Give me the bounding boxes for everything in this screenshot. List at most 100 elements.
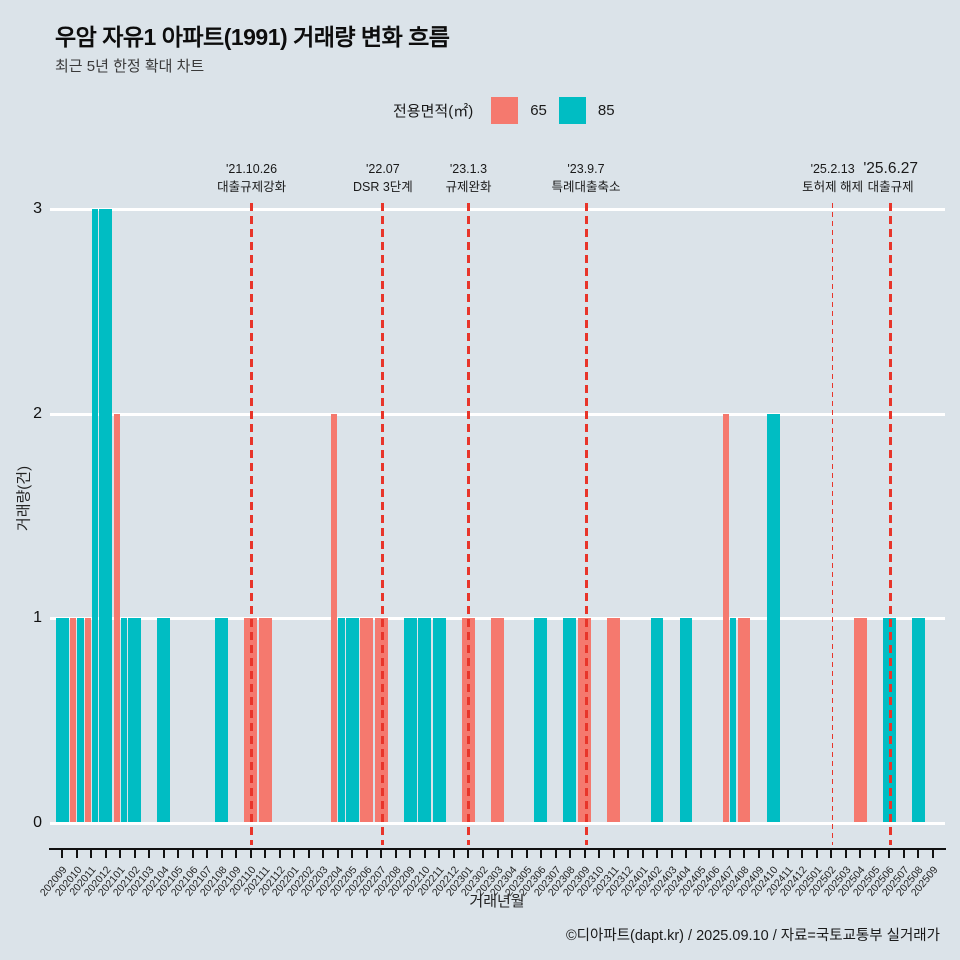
event-label: 토허제 해제 <box>802 180 864 194</box>
gridline-y2 <box>50 412 945 416</box>
bar-85-202210[interactable] <box>418 618 432 822</box>
x-tick-202311 <box>612 848 615 858</box>
legend-title: 전용면적(㎡) <box>393 102 474 120</box>
x-tick-202507 <box>902 848 905 858</box>
x-tick-202503 <box>844 848 847 858</box>
x-tick-202505 <box>873 848 876 858</box>
legend: 전용면적(㎡) 65 85 <box>393 96 615 124</box>
x-tick-202401 <box>641 848 644 858</box>
x-tick-202204 <box>336 848 339 858</box>
x-tick-202203 <box>322 848 325 858</box>
bar-65-202504[interactable] <box>853 618 867 822</box>
x-tick-202309 <box>583 848 586 858</box>
x-tick-202502 <box>830 848 833 858</box>
bar-85-202308[interactable] <box>563 618 577 822</box>
bar-85-202102[interactable] <box>128 618 142 822</box>
x-tick-202012 <box>104 848 107 858</box>
event-label: 대출규제강화 <box>217 180 287 194</box>
footer-credit: ©디아파트(dapt.kr) / 2025.09.10 / 자료=국토교통부 실… <box>565 928 940 944</box>
bar-65-202407[interactable] <box>722 413 730 822</box>
x-tick-202312 <box>627 848 630 858</box>
bar-65-202309[interactable] <box>577 618 591 822</box>
bar-65-202010[interactable] <box>70 618 77 822</box>
x-tick-202411 <box>786 848 789 858</box>
bar-65-202204[interactable] <box>331 413 338 822</box>
legend-swatch-65[interactable] <box>491 96 519 124</box>
x-tick-202009 <box>61 848 64 858</box>
event-date: '25.2.13 <box>810 162 855 176</box>
x-tick-202404 <box>685 848 688 858</box>
bar-85-202410[interactable] <box>766 413 780 822</box>
event-annotation-202502: '25.2.13 토허제 해제 <box>723 160 943 196</box>
x-tick-202509 <box>931 848 934 858</box>
x-tick-202212 <box>452 848 455 858</box>
event-line-202506 <box>889 203 893 845</box>
bar-85-202204[interactable] <box>338 618 345 822</box>
x-tick-202101 <box>119 848 122 858</box>
x-tick-202409 <box>757 848 760 858</box>
x-tick-202303 <box>496 848 499 858</box>
x-tick-202410 <box>772 848 775 858</box>
event-date: '25.6.27 <box>863 160 919 177</box>
bar-85-202101[interactable] <box>120 618 128 822</box>
bar-65-202408[interactable] <box>737 618 751 822</box>
bar-85-202012[interactable] <box>99 209 113 822</box>
bar-85-202205[interactable] <box>345 618 359 822</box>
legend-value-85: 85 <box>597 101 615 119</box>
bar-85-202306[interactable] <box>534 618 548 822</box>
event-label: 규제완화 <box>445 180 492 194</box>
x-tick-202209 <box>409 848 412 858</box>
bar-85-202211[interactable] <box>432 618 446 822</box>
event-line-202309 <box>584 203 588 845</box>
x-tick-202403 <box>670 848 673 858</box>
y-axis-title: 거래량(건) <box>15 465 33 532</box>
x-tick-202408 <box>743 848 746 858</box>
bar-65-202011[interactable] <box>84 618 91 822</box>
bar-85-202402[interactable] <box>650 618 664 822</box>
x-tick-202501 <box>815 848 818 858</box>
bar-85-202009[interactable] <box>55 618 69 822</box>
bar-85-202108[interactable] <box>215 618 229 822</box>
bar-85-202506[interactable] <box>882 618 896 822</box>
x-tick-202305 <box>525 848 528 858</box>
bar-65-202206[interactable] <box>360 618 374 822</box>
x-tick-202412 <box>801 848 804 858</box>
bar-85-202104[interactable] <box>157 618 171 822</box>
x-tick-202310 <box>598 848 601 858</box>
bar-65-202311[interactable] <box>607 618 620 822</box>
x-tick-202105 <box>177 848 180 858</box>
bar-85-202010[interactable] <box>77 618 84 822</box>
bar-85-202011[interactable] <box>91 209 99 822</box>
bar-85-202407[interactable] <box>730 618 737 822</box>
x-tick-202107 <box>206 848 209 858</box>
event-line-202502 <box>831 203 834 845</box>
x-axis-title: 거래년월 <box>469 893 525 910</box>
legend-swatch-85[interactable] <box>558 96 586 124</box>
x-tick-202407 <box>728 848 731 858</box>
x-tick-202109 <box>235 848 238 858</box>
x-tick-202306 <box>540 848 543 858</box>
bar-85-202404[interactable] <box>679 618 693 822</box>
bar-85-202209[interactable] <box>403 618 417 822</box>
y-tick-label-3: 3 <box>33 200 42 217</box>
x-tick-202102 <box>133 848 136 858</box>
x-tick-202205 <box>351 848 354 858</box>
bar-65-202303[interactable] <box>490 618 504 822</box>
y-tick-label-1: 1 <box>33 609 42 627</box>
event-line-202301 <box>466 203 470 845</box>
x-tick-202108 <box>220 848 223 858</box>
event-label: DSR 3단계 <box>352 180 413 194</box>
event-label: 대출규제 <box>867 180 914 194</box>
x-tick-202405 <box>699 848 702 858</box>
bar-85-202508[interactable] <box>911 618 925 822</box>
bar-65-202207[interactable] <box>374 618 388 822</box>
bar-65-202101[interactable] <box>113 413 120 822</box>
event-date: '23.1.3 <box>449 162 488 176</box>
x-tick-202307 <box>554 848 557 858</box>
x-tick-202406 <box>714 848 717 858</box>
bar-65-202111[interactable] <box>258 618 272 822</box>
event-annotation-202110: '21.10.26 대출규제강화 <box>142 160 362 196</box>
x-tick-202110 <box>249 848 252 858</box>
event-date: '22.07 <box>366 162 400 176</box>
